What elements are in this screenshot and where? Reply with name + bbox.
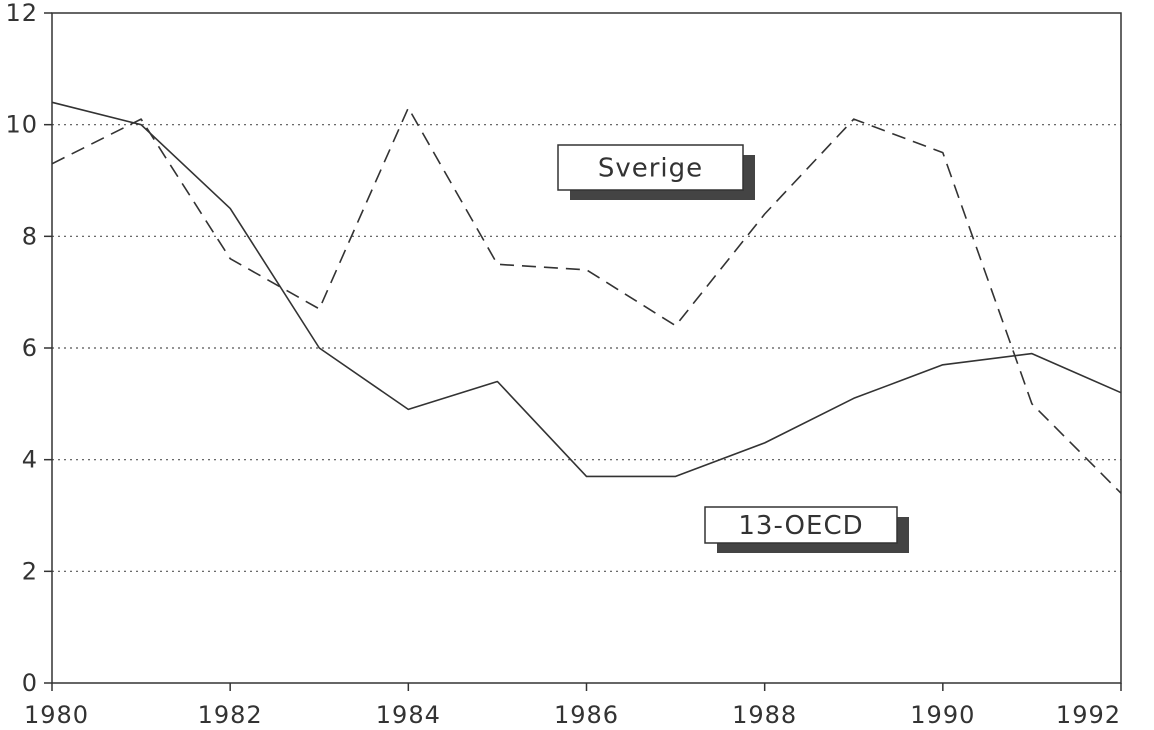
series-label-box: 13-OECD <box>704 506 909 553</box>
x-tick-label: 1988 <box>732 701 797 729</box>
y-tick-label: 10 <box>5 111 38 139</box>
x-tick-label: 1990 <box>910 701 975 729</box>
grid-lines <box>52 124 1121 572</box>
x-axis: 1980 1982 1984 1986 1988 1990 1992 <box>24 683 1122 729</box>
y-tick-label: 2 <box>22 557 38 585</box>
x-tick-label: 1980 <box>24 701 89 729</box>
y-tick-label: 4 <box>22 446 38 474</box>
series-label: Sverige <box>598 154 703 184</box>
x-tick-label: 1986 <box>554 701 619 729</box>
series-lines <box>51 101 1122 494</box>
y-tick-label: 0 <box>22 669 38 697</box>
y-tick-label: 12 <box>5 0 38 27</box>
series-labels: Sverige 13-OECD <box>557 144 909 553</box>
label-frame <box>557 144 744 191</box>
label-frame <box>704 506 898 544</box>
y-axis: 0 2 4 6 8 10 12 <box>5 0 52 697</box>
series-label: 13-OECD <box>738 511 863 541</box>
series-line-0 <box>51 107 1122 494</box>
x-tick-label: 1992 <box>1056 701 1121 729</box>
series-line-1 <box>51 101 1122 478</box>
x-tick-label: 1982 <box>198 701 263 729</box>
x-tick-label: 1984 <box>376 701 441 729</box>
series-label-box: Sverige <box>557 144 755 200</box>
y-tick-label: 6 <box>22 334 38 362</box>
y-tick-label: 8 <box>22 222 38 250</box>
